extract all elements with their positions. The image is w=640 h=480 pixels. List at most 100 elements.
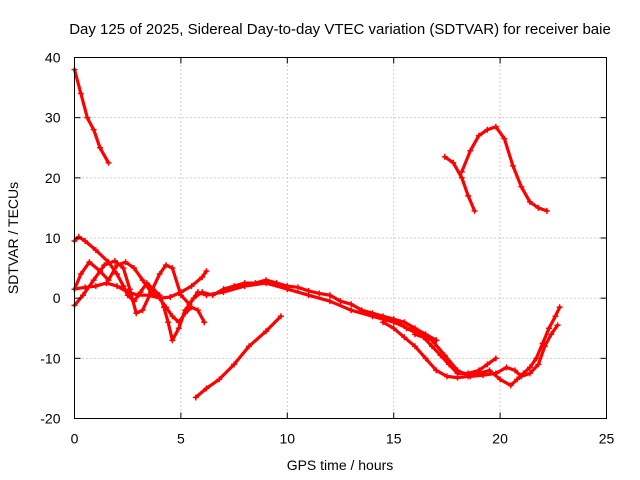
data-point <box>169 313 176 320</box>
data-point <box>526 370 533 377</box>
data-point <box>263 280 270 287</box>
y-tick-label: 30 <box>45 110 61 126</box>
x-axis-label: GPS time / hours <box>287 457 394 473</box>
data-point <box>541 343 548 350</box>
series-line <box>72 67 111 165</box>
series-arc-7 <box>380 304 563 389</box>
data-point <box>92 247 99 254</box>
data-point <box>175 319 182 326</box>
data-point <box>552 313 559 320</box>
data-point <box>390 316 397 323</box>
data-point <box>201 319 208 326</box>
data-point <box>105 277 112 284</box>
x-tick-label: 20 <box>492 431 508 447</box>
y-tick-label: 10 <box>45 230 61 246</box>
data-point <box>216 376 223 383</box>
data-point <box>188 283 195 290</box>
data-point <box>492 370 499 377</box>
data-point <box>90 126 97 133</box>
data-point <box>326 292 333 299</box>
data-point <box>526 364 533 371</box>
data-point <box>177 292 184 299</box>
data-point <box>403 325 410 332</box>
series-line <box>443 155 477 213</box>
data-point <box>135 292 142 299</box>
data-point <box>294 284 301 291</box>
data-point <box>465 192 472 199</box>
data-point <box>518 183 525 190</box>
series-arc-10 <box>441 153 478 214</box>
data-point <box>556 304 563 311</box>
series-arc-1 <box>71 66 112 166</box>
data-point <box>80 292 87 299</box>
data-point <box>114 283 121 290</box>
data-point <box>203 292 210 299</box>
data-point <box>420 334 427 341</box>
x-axis-tick-labels: 0 5 10 15 20 25 <box>71 431 615 447</box>
data-point <box>167 293 174 300</box>
data-point <box>429 337 436 344</box>
data-point <box>511 367 518 374</box>
series-arc-4 <box>71 257 440 344</box>
data-point <box>543 207 550 214</box>
data-point <box>86 259 93 266</box>
data-point <box>194 307 201 314</box>
data-layer <box>71 66 563 401</box>
data-point <box>433 367 440 374</box>
data-point <box>133 310 140 317</box>
data-point <box>437 352 444 359</box>
data-point <box>103 280 110 287</box>
data-point <box>348 307 355 314</box>
data-point <box>105 159 112 166</box>
data-point <box>77 90 84 97</box>
data-point <box>548 331 555 338</box>
x-tick-label: 0 <box>71 431 79 447</box>
data-point <box>348 301 355 308</box>
data-point <box>182 310 189 317</box>
data-point <box>90 277 97 284</box>
data-point <box>245 343 252 350</box>
data-point <box>492 123 499 130</box>
data-point <box>380 319 387 326</box>
data-point <box>369 313 376 320</box>
series-line <box>72 260 206 324</box>
data-point <box>199 274 206 281</box>
data-point <box>526 198 533 205</box>
data-point <box>480 372 487 379</box>
data-point <box>533 355 540 362</box>
data-point <box>186 301 193 308</box>
data-point <box>446 361 453 368</box>
data-point <box>156 295 163 302</box>
data-point <box>497 376 504 383</box>
y-axis-tick-labels: -20 -10 0 10 20 30 40 <box>40 50 60 427</box>
data-point <box>231 361 238 368</box>
data-point <box>114 271 121 278</box>
data-point <box>443 373 450 380</box>
data-point <box>163 262 170 269</box>
data-point <box>203 385 210 392</box>
series-arc-2 <box>71 233 440 344</box>
data-point <box>458 174 465 181</box>
x-tick-label: 25 <box>599 431 615 447</box>
data-point <box>503 364 510 371</box>
data-point <box>492 355 499 362</box>
series-line <box>413 332 498 375</box>
data-point <box>139 307 146 314</box>
chart-title: Day 125 of 2025, Sidereal Day-to-day VTE… <box>69 21 611 38</box>
data-point <box>203 268 210 275</box>
x-tick-label: 15 <box>386 431 402 447</box>
data-point <box>467 147 474 154</box>
data-point <box>305 292 312 299</box>
data-point <box>163 304 170 311</box>
data-point <box>220 289 227 296</box>
data-point <box>465 370 472 377</box>
data-point <box>475 367 482 374</box>
data-point <box>188 304 195 311</box>
data-point <box>131 265 138 272</box>
series-arc-11 <box>458 123 550 214</box>
series-arc-9 <box>411 331 499 377</box>
data-point <box>507 382 514 389</box>
data-point <box>126 286 133 293</box>
data-point <box>241 283 248 290</box>
